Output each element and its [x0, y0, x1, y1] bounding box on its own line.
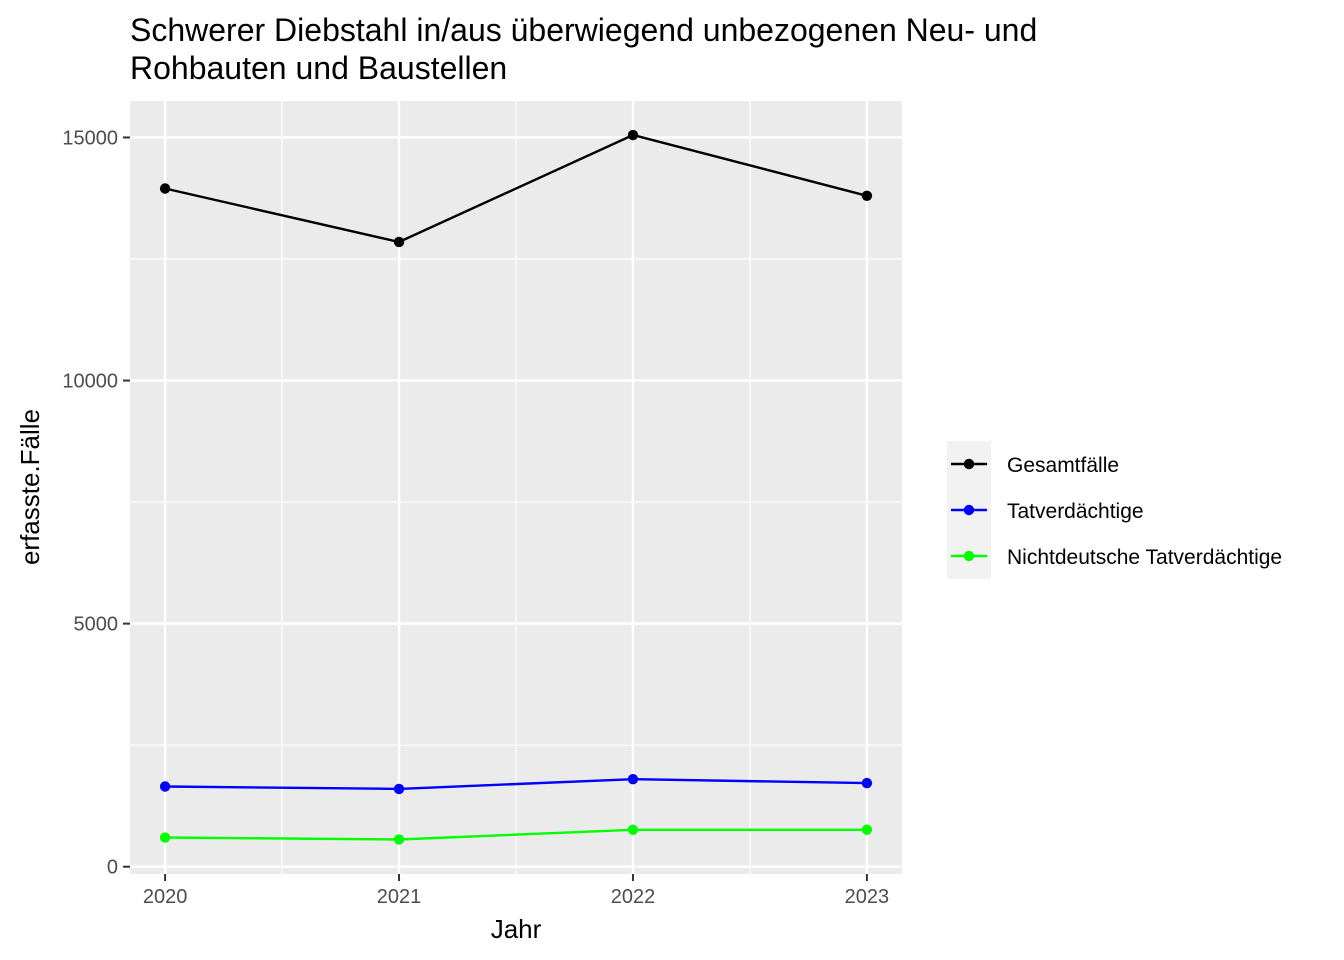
data-point: [159, 832, 171, 843]
data-point: [159, 183, 171, 194]
x-tick-label: 2023: [845, 886, 890, 908]
axes-layer: 0 5000 10000 15000 2020 2021 2022 2023: [62, 127, 889, 908]
data-point: [861, 190, 873, 202]
legend-label: Tatverdächtige: [1007, 500, 1144, 523]
y-tick-label: 15000: [62, 127, 118, 149]
series-layer: [159, 129, 873, 845]
series-line: [165, 828, 867, 841]
y-axis-title: erfasste.Fälle: [15, 409, 45, 565]
legend-key-point: [963, 550, 975, 562]
x-tick-label: 2022: [611, 886, 656, 908]
major-gridlines: [130, 101, 902, 874]
x-axis-title: Jahr: [491, 914, 542, 944]
data-point: [393, 236, 405, 248]
legend-key-point: [963, 458, 975, 470]
chart-title-line-2: Rohbauten und Baustellen: [130, 50, 507, 86]
data-point: [861, 777, 873, 789]
series-line: [165, 777, 867, 791]
chart-title-line-1: Schwerer Diebstahl in/aus überwiegend un…: [130, 12, 1037, 48]
data-point: [159, 781, 171, 792]
y-tick-label: 10000: [62, 371, 118, 393]
data-point: [627, 824, 639, 835]
legend-label: Gesamtfälle: [1007, 454, 1119, 477]
legend: Gesamtfälle Tatverdächtige Nichtdeutsche T…: [947, 441, 1282, 579]
y-tick-label: 5000: [74, 614, 119, 636]
minor-gridlines: [130, 101, 902, 874]
legend-label: Nichtdeutsche Tatverdächtige: [1007, 546, 1282, 569]
data-point: [861, 824, 873, 835]
x-tick-label: 2021: [377, 886, 422, 908]
data-point: [393, 834, 405, 845]
data-point: [627, 773, 639, 785]
x-tick-label: 2020: [143, 886, 188, 908]
legend-key-point: [963, 504, 975, 516]
data-point: [627, 129, 639, 141]
data-point: [393, 783, 405, 795]
series-line: [164, 133, 868, 244]
y-tick-label: 0: [107, 857, 118, 879]
